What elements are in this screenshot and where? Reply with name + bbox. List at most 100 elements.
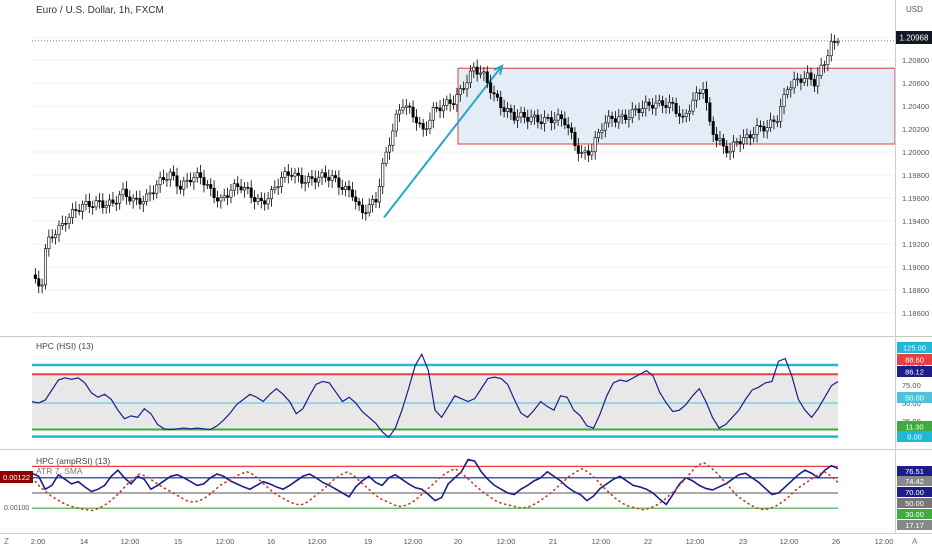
- amprsi-badge: [897, 520, 932, 530]
- candle-body: [431, 107, 435, 121]
- candle-body: [532, 114, 536, 118]
- candle-body: [543, 117, 547, 124]
- candle-body: [769, 119, 773, 128]
- candle-body: [367, 204, 371, 214]
- price-tick-label: 1.19000: [902, 263, 929, 272]
- candle-body: [637, 108, 641, 113]
- candle-body: [425, 128, 429, 131]
- candle-body: [148, 192, 152, 195]
- last-price-label: 1.20968: [900, 34, 929, 43]
- candle-body: [236, 183, 240, 187]
- amprsi-badge-label: 50.00: [905, 499, 924, 508]
- auto-scale-button[interactable]: A: [912, 537, 918, 546]
- candle-body: [458, 88, 462, 95]
- last-price-marker: 1.20968: [896, 31, 932, 44]
- candle-body: [408, 105, 412, 108]
- trend-arrow[interactable]: [383, 65, 503, 219]
- candle-body: [792, 79, 796, 89]
- candle-body: [812, 79, 816, 87]
- candle-body: [158, 177, 162, 186]
- candle-body: [563, 118, 567, 126]
- price-tick-label: 1.19600: [902, 194, 929, 203]
- candle-body: [37, 278, 41, 287]
- candle-body: [799, 78, 803, 83]
- price-tick-label: 1.18600: [902, 309, 929, 318]
- candle-body: [222, 195, 226, 198]
- candle-body: [350, 189, 354, 198]
- candle-body: [401, 106, 405, 111]
- candle-body: [303, 182, 307, 184]
- candle-body: [704, 89, 708, 104]
- amprsi-pane[interactable]: 0.002000.00100 76.5174.4270.0050.0030.00…: [0, 458, 932, 530]
- candle-body: [721, 138, 725, 147]
- candle-body: [536, 114, 540, 123]
- candle-body: [640, 108, 644, 113]
- hsi-line: [31, 352, 839, 439]
- candle-body: [414, 116, 418, 124]
- candle-body: [772, 119, 776, 122]
- candle-body: [677, 113, 681, 117]
- hsi-badge-label: 86.12: [905, 368, 924, 377]
- candle-body: [269, 189, 273, 200]
- candle-body: [681, 115, 685, 118]
- candle-body: [283, 171, 287, 178]
- time-tick-label: 12:00: [497, 537, 516, 546]
- candle-body: [360, 204, 364, 214]
- candle-body: [101, 200, 105, 208]
- candle-body: [114, 202, 118, 205]
- candle-body: [489, 82, 493, 93]
- candle-body: [657, 100, 661, 104]
- candle-body: [745, 134, 749, 138]
- price-tick-label: 1.19800: [902, 171, 929, 180]
- candle-body: [371, 199, 375, 205]
- hsi-badge: [897, 421, 932, 432]
- candle-body: [455, 94, 459, 106]
- amprsi-pane-title: HPC (ampRSI) (13): [36, 456, 111, 466]
- price-pane[interactable]: 1.210001.208001.206001.204001.202001.200…: [32, 5, 932, 318]
- time-tick-label: 15: [174, 537, 182, 546]
- candle-body: [239, 186, 243, 191]
- amprsi-badge: [897, 498, 932, 508]
- chart-title: Euro / U.S. Dollar, 1h, FXCM: [36, 5, 164, 16]
- timezone-marker[interactable]: Z: [4, 537, 9, 546]
- price-tick-label: 1.19200: [902, 240, 929, 249]
- hsi-range-band: [32, 374, 838, 430]
- candle-body: [546, 117, 550, 119]
- candle-body: [748, 134, 752, 139]
- hsi-badge-label: 11.30: [905, 423, 923, 432]
- candle-body: [256, 197, 260, 202]
- candle-body: [195, 172, 199, 178]
- time-axis[interactable]: 2:00 14 12:00 15 12:00 16 12:00 19 12:00 20 12:00 2…: [31, 537, 894, 546]
- candle-body: [475, 66, 479, 75]
- candle-body: [151, 192, 155, 195]
- candle-body: [691, 99, 695, 112]
- candle-body: [755, 125, 759, 135]
- candle-body: [418, 122, 422, 125]
- amprsi-dotted-series: [31, 461, 839, 512]
- amprsi-main-series: [31, 458, 839, 506]
- candle-body: [185, 179, 189, 182]
- candle-body: [111, 199, 115, 204]
- candle-body: [33, 274, 37, 279]
- candle-body: [121, 188, 125, 196]
- candle-body: [387, 144, 391, 153]
- candle-body: [448, 99, 452, 104]
- candle-body: [323, 172, 327, 178]
- candle-body: [215, 197, 219, 202]
- candle-body: [711, 121, 715, 135]
- candle-body: [273, 187, 277, 190]
- price-tick-label: 1.20400: [902, 102, 929, 111]
- candle-body: [492, 92, 496, 95]
- candle-body: [684, 112, 688, 117]
- candle-body: [97, 200, 101, 202]
- candle-body: [809, 72, 813, 80]
- candle-body: [327, 177, 331, 181]
- candle-body: [671, 101, 675, 104]
- candle-body: [162, 177, 166, 180]
- candle-body: [731, 141, 735, 152]
- candle-body: [593, 137, 597, 153]
- amprsi-badge-label: 30.00: [905, 510, 924, 519]
- time-tick-label: 16: [267, 537, 275, 546]
